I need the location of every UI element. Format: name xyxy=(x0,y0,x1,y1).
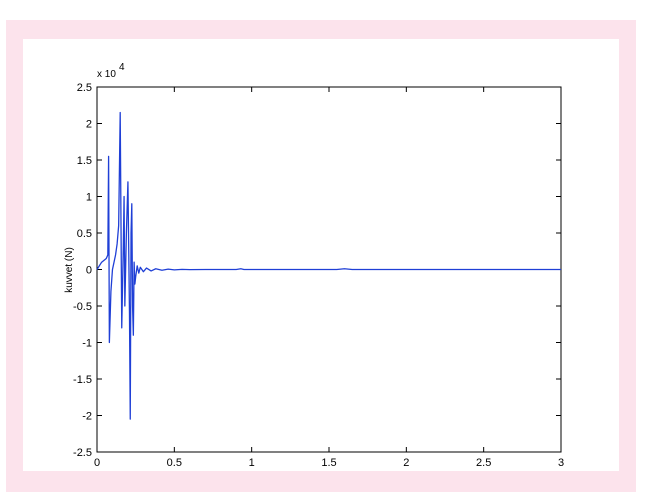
x-tick-label: 0 xyxy=(94,457,100,469)
y-axis-ticks: 2.5 2 1.5 1 0.5 0 -0.5 -1 -1.5 -2 -2.5 xyxy=(73,82,561,459)
x-tick-label: 1 xyxy=(249,457,255,469)
y-tick-label: -1 xyxy=(82,338,92,350)
x-tick-label: 1.5 xyxy=(321,457,336,469)
series-line-0 xyxy=(96,111,561,420)
y-multiplier-exponent: 4 xyxy=(119,62,125,73)
x-axis-ticks: 0 0.5 1 1.5 2 2.5 3 xyxy=(94,87,564,469)
y-tick-label: -0.5 xyxy=(73,301,92,313)
y-axis-label: kuvvet (N) xyxy=(64,247,75,293)
y-tick-label: 2.5 xyxy=(77,82,92,94)
y-tick-label: 0 xyxy=(86,265,92,277)
y-tick-label: -2 xyxy=(82,411,92,423)
y-tick-label: -1.5 xyxy=(73,374,92,386)
x-tick-label: 3 xyxy=(558,457,564,469)
y-tick-label: 0.5 xyxy=(77,228,92,240)
y-tick-label: -2.5 xyxy=(73,447,92,459)
series-group xyxy=(96,111,561,420)
y-multiplier-label: x 10 xyxy=(97,69,116,80)
y-tick-label: 1.5 xyxy=(77,155,92,167)
y-tick-label: 1 xyxy=(86,192,92,204)
x-tick-label: 2 xyxy=(403,457,409,469)
x-tick-label: 0.5 xyxy=(167,457,182,469)
y-tick-label: 2 xyxy=(86,119,92,131)
x-tick-label: 2.5 xyxy=(476,457,491,469)
